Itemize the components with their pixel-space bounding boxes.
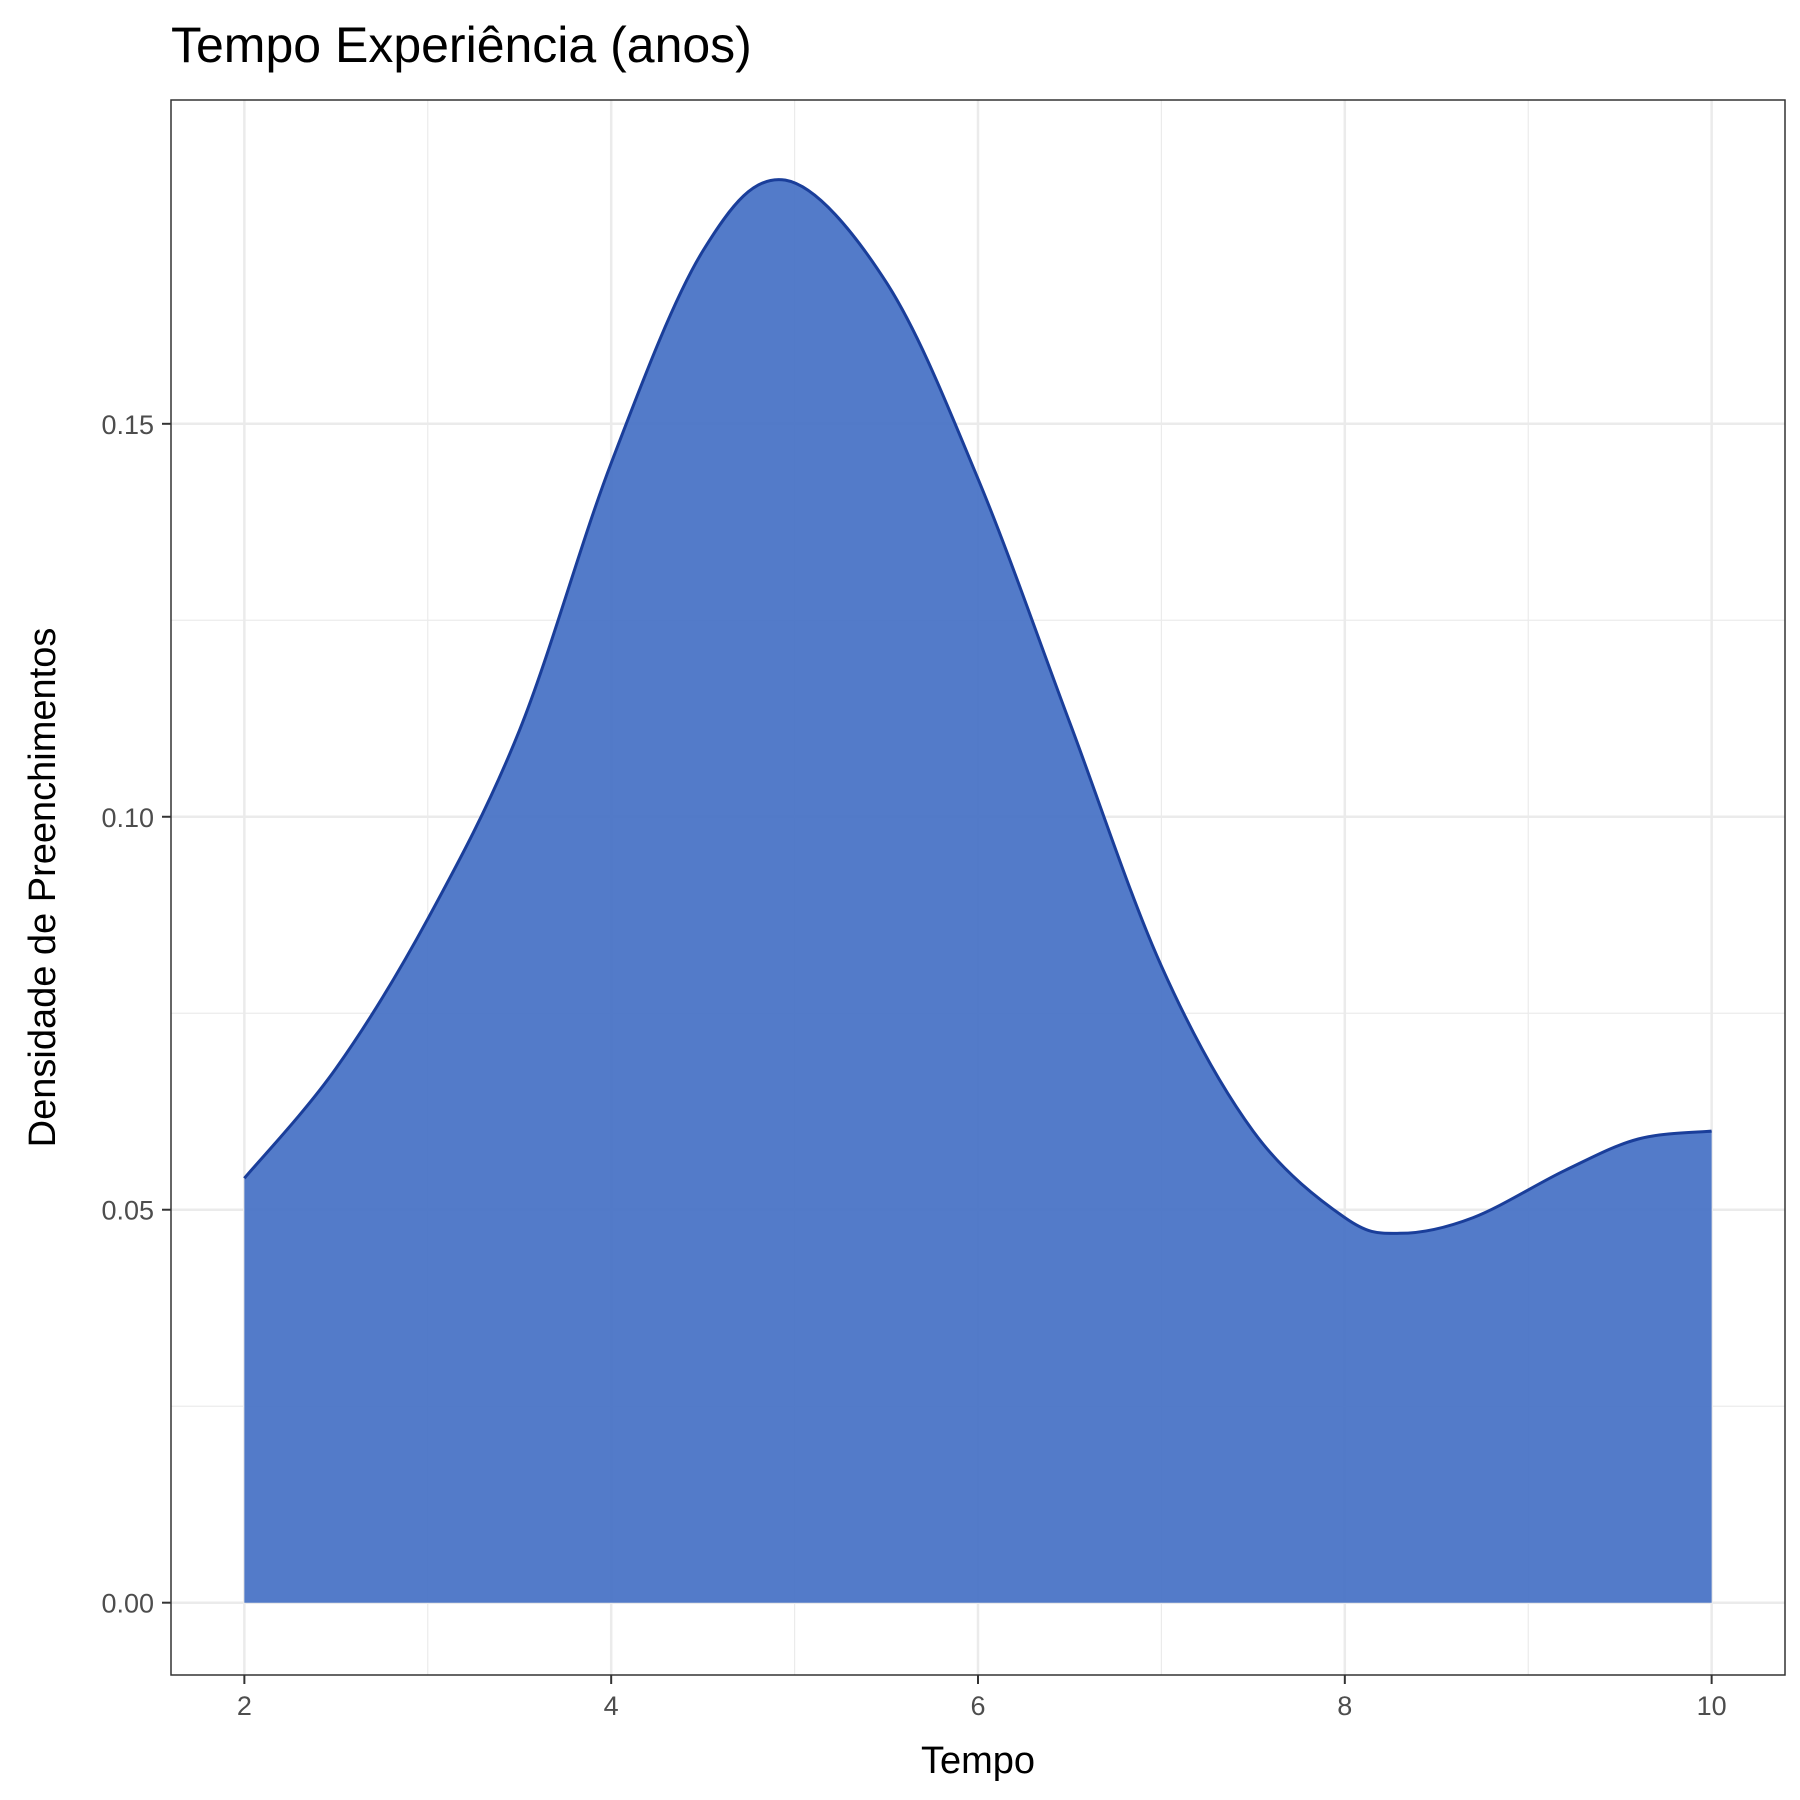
- x-tick-label: 8: [1337, 1691, 1352, 1721]
- density-line: [243, 178, 1712, 1235]
- y-tick-label: 0.00: [101, 1589, 154, 1619]
- y-tick-label: 0.10: [101, 803, 154, 833]
- y-axis-title: Densidade de Preenchimentos: [22, 628, 64, 1148]
- x-tick-label: 4: [604, 1691, 619, 1721]
- x-tick-label: 2: [237, 1691, 252, 1721]
- x-tick-label: 6: [970, 1691, 985, 1721]
- x-axis-title: Tempo: [921, 1740, 1035, 1782]
- y-tick-label: 0.15: [101, 410, 154, 440]
- chart-title: Tempo Experiência (anos): [171, 17, 752, 73]
- tick-layer: 2 4 6 8 10 0.00 0.05 0.10 0.15: [101, 410, 1726, 1721]
- density-area: [244, 179, 1712, 1603]
- y-tick-label: 0.05: [101, 1196, 154, 1226]
- x-tick-label: 10: [1697, 1691, 1727, 1721]
- area-layer: [243, 178, 1712, 1603]
